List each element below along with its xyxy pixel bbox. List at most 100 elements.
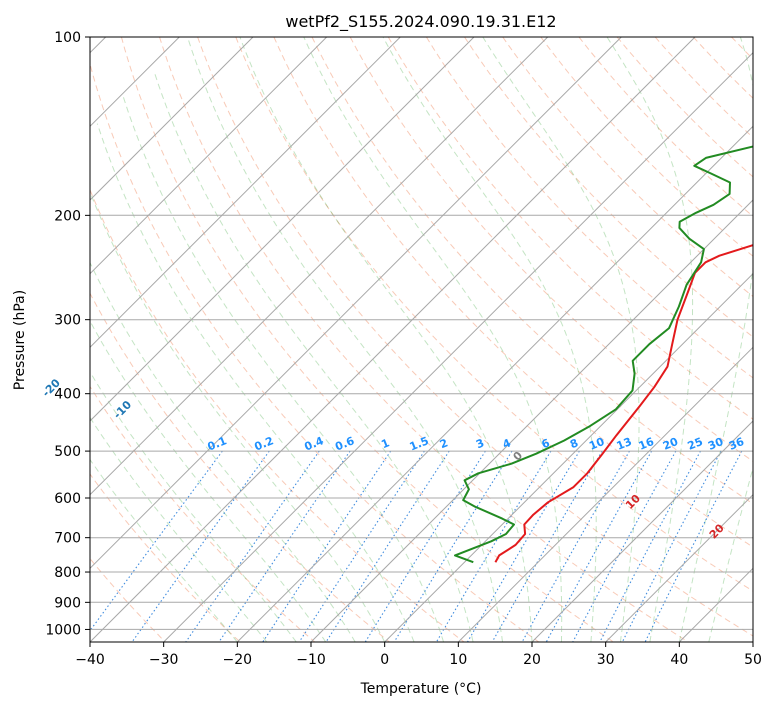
isotherm (752, 641, 753, 642)
mixing-ratio-line (298, 450, 425, 642)
y-tick-label: 700 (54, 531, 81, 547)
dry-adiabat (90, 292, 390, 642)
moist-adiabat (96, 123, 415, 642)
mixing-ratio-label: 16 (637, 435, 656, 453)
isotherm (310, 199, 753, 642)
moist-adiabat (482, 37, 640, 642)
moist-adiabat (708, 465, 753, 642)
isotherm (90, 37, 475, 422)
y-tick-label: 400 (54, 387, 81, 403)
moist-adiabat (303, 37, 563, 642)
isotherm (457, 346, 753, 642)
isotherm (678, 567, 753, 642)
y-axis: 100 200 300 400 500 600 700 800 900 1000 (45, 30, 90, 638)
moist-adiabat-label: 10 (623, 492, 643, 512)
mixing-ratio-line (545, 450, 653, 642)
dry-adiabat (425, 37, 753, 379)
isotherm (605, 493, 753, 642)
y-tick-label: 900 (54, 595, 81, 611)
mixing-ratio-label: 10 (587, 435, 606, 453)
y-tick-label: 300 (54, 313, 81, 329)
y-tick-label: 800 (54, 565, 81, 581)
x-tick-label: 50 (744, 652, 762, 668)
mixing-ratio-label: 13 (615, 435, 634, 453)
dry-adiabat (90, 473, 241, 642)
x-tick-label: −10 (296, 652, 326, 668)
dry-adiabat (578, 37, 753, 218)
moist-adiabat (90, 320, 327, 642)
isotherm (90, 37, 696, 642)
mixing-ratio-line (572, 450, 677, 642)
isotherm (90, 37, 401, 349)
y-axis-title: Pressure (hPa) (12, 290, 28, 390)
isotherm (531, 420, 753, 642)
x-tick-label: 0 (380, 652, 389, 668)
isotherm (236, 125, 753, 642)
x-tick-label: −30 (149, 652, 179, 668)
y-tick-label: 1000 (45, 622, 81, 638)
background-lines (90, 37, 775, 642)
grid-lines (90, 37, 753, 642)
dry-adiabat (120, 37, 614, 642)
moist-adiabat (187, 37, 503, 642)
isotherm (90, 37, 328, 275)
x-tick-label: 10 (449, 652, 467, 668)
mixing-ratio-label: 2 (438, 436, 450, 451)
isotherm (90, 37, 254, 201)
x-axis-title: Temperature (°C) (360, 681, 482, 697)
mixing-ratio-label: 6 (540, 436, 552, 451)
moist-adiabat (154, 72, 474, 642)
mixing-ratio-label: 4 (501, 436, 513, 451)
mixing-ratio-line (599, 450, 701, 642)
x-tick-label: 40 (670, 652, 688, 668)
mixing-ratio-label: 30 (706, 435, 725, 453)
mixing-ratio-line (621, 450, 722, 642)
series-lines (454, 145, 753, 564)
moist-adiabat (239, 37, 533, 642)
mixing-ratio-label: 8 (568, 436, 580, 451)
dry-adiabat (387, 37, 753, 420)
moist-adiabat (90, 261, 356, 642)
mixing-ratio-line (90, 450, 223, 632)
mixing-ratio-line (218, 450, 351, 642)
y-tick-label: 600 (54, 491, 81, 507)
isotherm (163, 51, 753, 642)
temperature-line (494, 244, 753, 563)
mixing-ratio-line (521, 450, 630, 642)
isotherm (90, 37, 549, 496)
dry-adiabat (273, 37, 753, 548)
mixing-ratio-line (491, 450, 603, 642)
x-tick-label: −20 (223, 652, 253, 668)
mixing-ratio-line (325, 450, 450, 642)
plot-frame (89, 36, 754, 643)
dry-adiabat-label: -10 (111, 398, 134, 421)
mixing-ratio-line (185, 450, 320, 642)
dry-adiabat (90, 188, 465, 642)
y-tick-label: 500 (54, 444, 81, 460)
mixing-ratio-line (262, 450, 392, 642)
mixing-ratio-line (131, 450, 270, 642)
dry-adiabat (349, 37, 753, 462)
moist-adiabat (678, 37, 753, 642)
dry-adiabat (159, 37, 689, 642)
dry-adiabat (692, 37, 753, 99)
chart-title: wetPf2_S155.2024.090.19.31.E12 (285, 12, 556, 32)
moist-adiabat (90, 416, 268, 642)
x-axis: −40 −30 −20 −10 0 10 20 30 40 50 (75, 642, 762, 668)
x-tick-label: −40 (75, 652, 105, 668)
moist-adiabat (382, 37, 597, 642)
x-tick-label: 30 (597, 652, 615, 668)
dry-adiabat (770, 37, 775, 642)
mixing-ratio-label: 20 (661, 435, 680, 453)
mixing-ratio-label: 25 (686, 435, 705, 453)
mixing-ratio-label: 1 (379, 436, 391, 451)
x-tick-label: 20 (523, 652, 541, 668)
dewpoint-line (454, 145, 753, 564)
dry-adiabat (90, 557, 166, 642)
mixing-ratio-line (644, 450, 743, 642)
y-tick-label: 200 (54, 208, 81, 224)
mixing-ratio-line (467, 450, 580, 642)
y-tick-label: 100 (54, 30, 81, 46)
dry-adiabat (464, 37, 753, 338)
